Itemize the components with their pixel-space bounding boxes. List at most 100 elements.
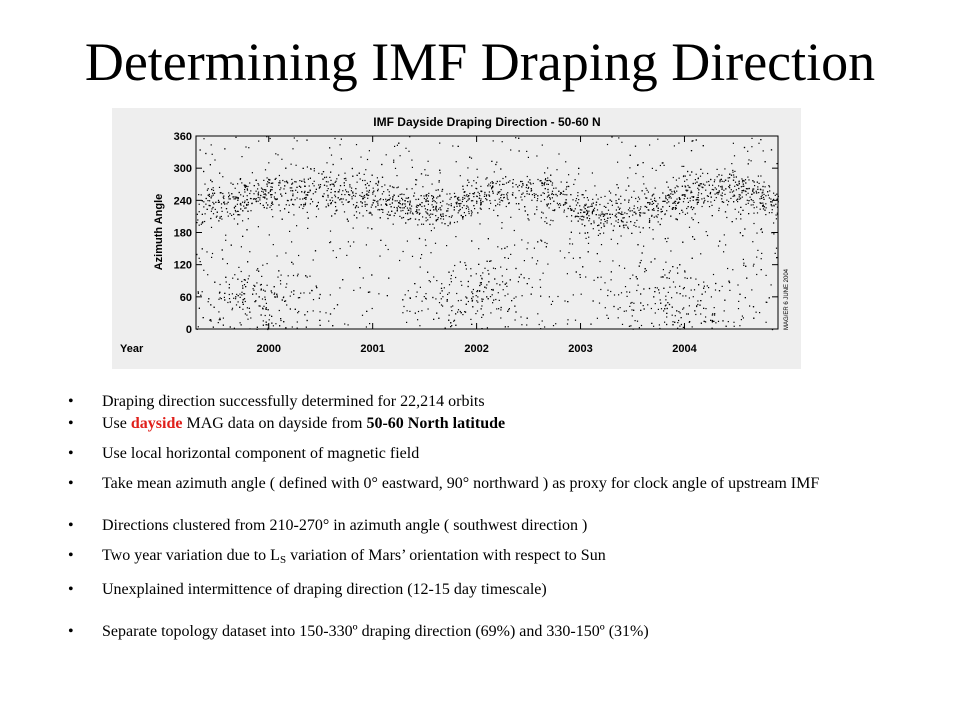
data-point	[397, 205, 400, 207]
data-point	[237, 295, 239, 297]
data-point	[708, 206, 711, 208]
data-point	[334, 137, 336, 140]
data-point	[399, 206, 401, 209]
data-point	[269, 190, 271, 192]
data-point	[694, 182, 696, 184]
data-point	[654, 303, 656, 305]
data-point	[264, 169, 267, 171]
data-point	[566, 194, 568, 196]
data-point	[247, 278, 249, 280]
data-point	[741, 181, 744, 183]
data-point	[762, 189, 764, 191]
data-point	[266, 263, 268, 265]
data-point	[378, 293, 380, 295]
data-point	[450, 274, 452, 277]
data-point	[251, 202, 253, 205]
data-point	[240, 202, 242, 205]
data-point	[743, 262, 745, 264]
data-point	[279, 182, 281, 184]
data-point	[415, 211, 417, 213]
data-point	[209, 319, 211, 321]
data-point	[291, 187, 293, 189]
data-point	[344, 172, 346, 174]
data-point	[292, 195, 294, 197]
data-point	[228, 287, 230, 289]
data-point	[278, 270, 280, 272]
data-point	[338, 174, 340, 176]
data-point	[399, 200, 401, 202]
data-point	[680, 317, 682, 319]
data-point	[669, 196, 671, 198]
data-point	[583, 216, 585, 218]
data-point	[468, 181, 470, 183]
data-point	[741, 178, 743, 180]
data-point	[500, 197, 502, 199]
data-point	[440, 304, 443, 306]
data-point	[759, 208, 761, 210]
data-point	[257, 193, 259, 195]
data-point	[293, 137, 295, 139]
data-point	[231, 214, 233, 216]
data-point	[366, 310, 368, 312]
data-point	[687, 184, 689, 187]
data-point	[440, 218, 442, 220]
data-point	[715, 322, 717, 324]
data-point	[666, 323, 668, 326]
data-point	[738, 300, 740, 302]
data-point	[667, 194, 669, 196]
data-point	[603, 232, 605, 234]
data-point	[500, 266, 502, 268]
data-point	[568, 174, 570, 176]
data-point	[257, 268, 259, 270]
data-point	[235, 136, 237, 138]
data-point	[689, 197, 691, 199]
data-point	[236, 203, 238, 205]
data-point	[290, 190, 292, 192]
x-tick-label: 2001	[360, 343, 384, 355]
data-point	[640, 302, 642, 304]
data-point	[381, 163, 383, 166]
data-point	[512, 192, 514, 194]
data-point	[764, 209, 766, 211]
data-point	[518, 184, 520, 186]
data-point	[249, 182, 251, 184]
data-point	[425, 211, 427, 213]
data-point	[544, 181, 546, 184]
data-point	[211, 208, 213, 210]
data-point	[291, 183, 293, 185]
data-point	[237, 301, 239, 303]
data-point	[687, 313, 689, 315]
data-point	[600, 213, 602, 215]
data-point	[745, 188, 748, 190]
data-point	[286, 182, 289, 184]
data-point	[668, 194, 670, 196]
data-point	[718, 190, 720, 192]
data-point	[441, 222, 443, 224]
data-point	[617, 219, 619, 221]
data-point	[216, 215, 218, 217]
y-axis-label: Azimuth Angle	[153, 194, 165, 271]
data-point	[335, 180, 337, 182]
data-point	[460, 312, 462, 314]
data-point	[489, 200, 491, 202]
data-point	[536, 155, 538, 157]
data-point	[453, 192, 456, 194]
data-point	[625, 310, 627, 312]
data-point	[448, 319, 450, 321]
data-point	[220, 203, 223, 205]
data-point	[242, 299, 244, 301]
data-point	[657, 221, 659, 223]
data-point	[557, 295, 559, 298]
data-point	[588, 206, 590, 208]
data-point	[681, 165, 683, 167]
data-point	[476, 310, 479, 312]
data-point	[633, 309, 635, 311]
data-point	[219, 216, 221, 218]
data-point	[574, 179, 576, 181]
data-point	[448, 292, 450, 294]
data-point	[329, 294, 331, 296]
data-point	[575, 198, 578, 200]
data-point	[544, 326, 546, 328]
data-point	[687, 170, 689, 173]
data-point	[220, 215, 222, 218]
